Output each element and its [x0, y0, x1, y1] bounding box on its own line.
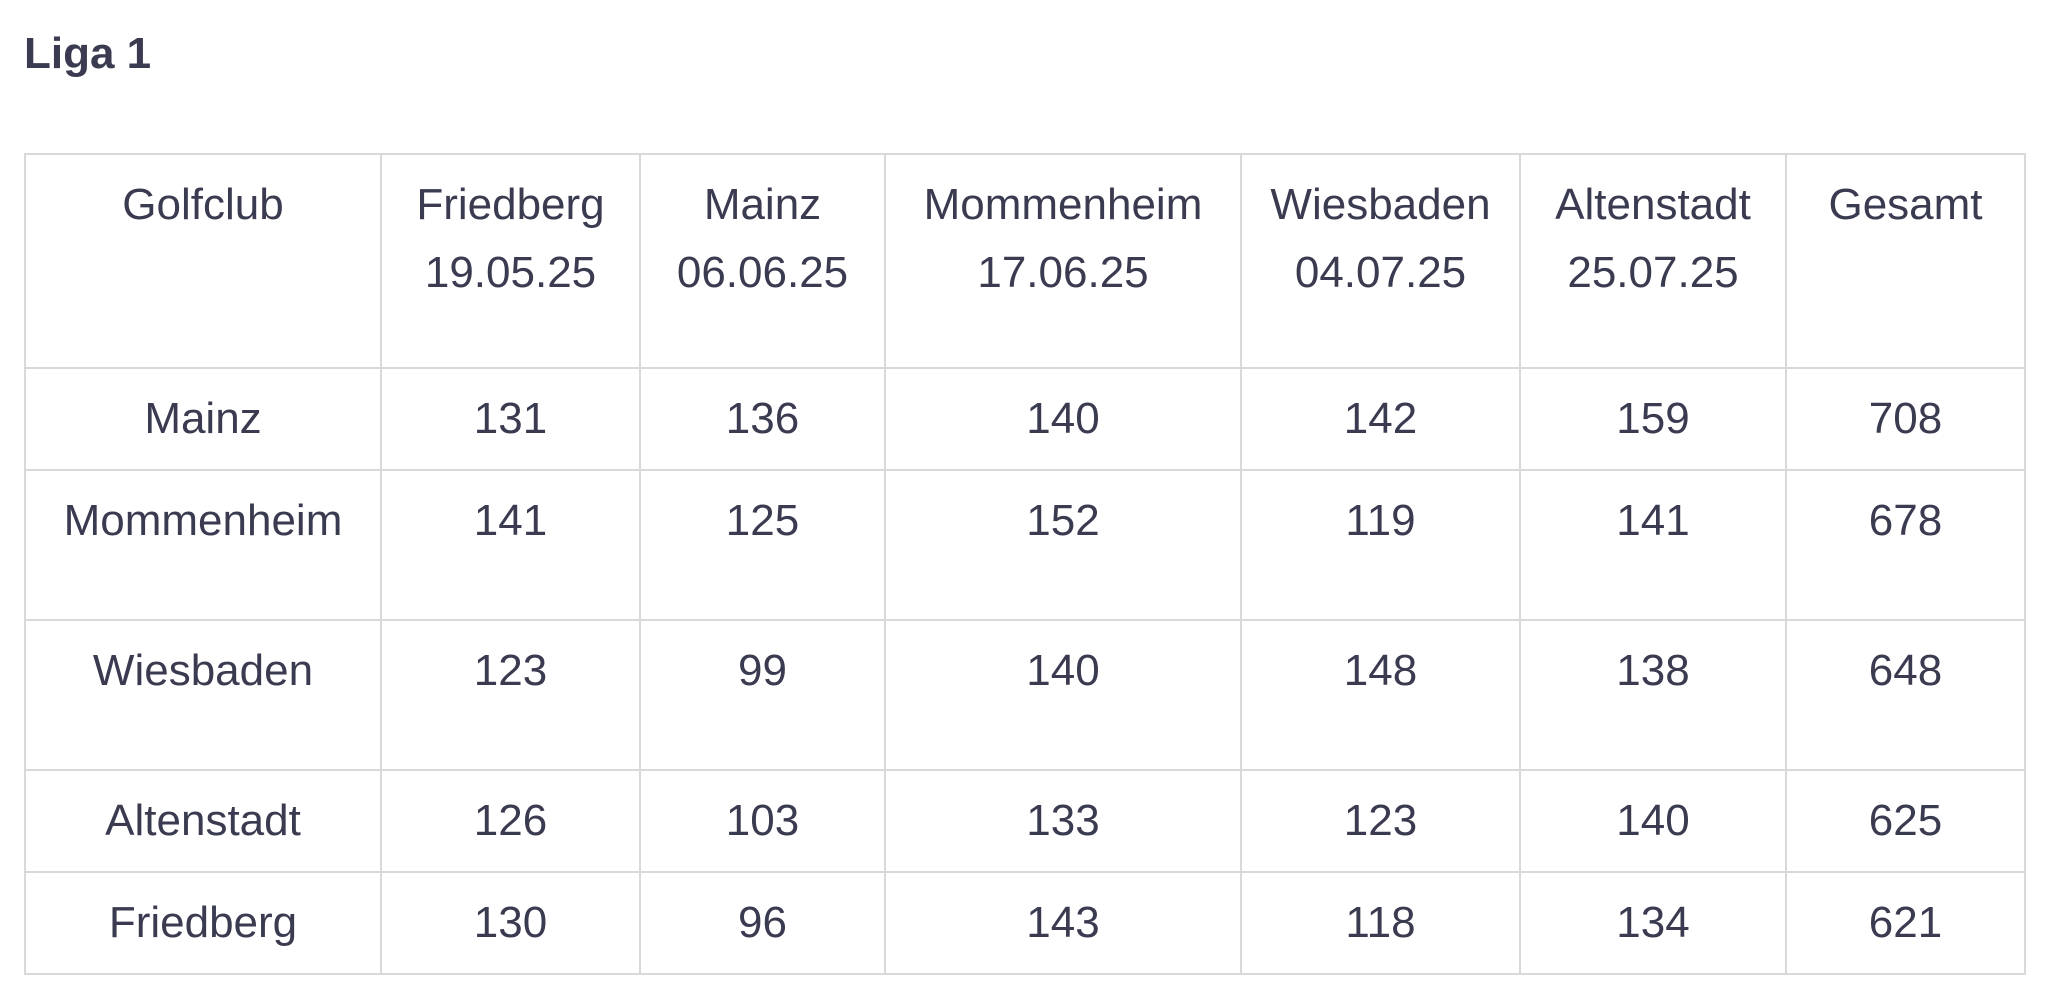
score-cell: 152 — [884, 469, 1242, 621]
score-cell: 140 — [1519, 769, 1787, 873]
score-cell: 143 — [884, 871, 1242, 975]
table-row: Wiesbaden 123 99 140 148 138 648 — [24, 619, 2026, 771]
column-header-date: 25.07.25 — [1567, 248, 1739, 297]
column-header-wiesbaden: Wiesbaden 04.07.25 — [1240, 153, 1521, 369]
score-cell: 125 — [639, 469, 886, 621]
score-cell: 141 — [380, 469, 641, 621]
total-cell: 678 — [1785, 469, 2026, 621]
column-header-golfclub: Golfclub — [24, 153, 382, 369]
score-cell: 123 — [380, 619, 641, 771]
score-cell: 140 — [884, 619, 1242, 771]
table-header-row: Golfclub Friedberg 19.05.25 Mainz 06.06.… — [24, 153, 2026, 369]
score-cell: 142 — [1240, 367, 1521, 471]
score-cell: 119 — [1240, 469, 1521, 621]
column-header-label: Mainz — [703, 180, 822, 229]
column-header-date: 04.07.25 — [1294, 248, 1467, 297]
table-row: Mainz 131 136 140 142 159 708 — [24, 367, 2026, 471]
score-cell: 131 — [380, 367, 641, 471]
score-cell: 126 — [380, 769, 641, 873]
score-cell: 136 — [639, 367, 886, 471]
column-header-mommenheim: Mommenheim 17.06.25 — [884, 153, 1242, 369]
column-header-gesamt: Gesamt — [1785, 153, 2026, 369]
column-header-label: Friedberg — [416, 180, 605, 229]
table-row: Mommenheim 141 125 152 119 141 678 — [24, 469, 2026, 621]
column-header-label: Altenstadt — [1555, 180, 1751, 229]
score-cell: 118 — [1240, 871, 1521, 975]
table-row: Altenstadt 126 103 133 123 140 625 — [24, 769, 2026, 873]
club-cell: Mommenheim — [24, 469, 382, 621]
column-header-label: Golfclub — [122, 180, 284, 229]
column-header-label: Mommenheim — [923, 180, 1203, 229]
league-results-table: Golfclub Friedberg 19.05.25 Mainz 06.06.… — [24, 153, 2026, 975]
total-cell: 648 — [1785, 619, 2026, 771]
column-header-date: 06.06.25 — [676, 248, 849, 297]
score-cell: 148 — [1240, 619, 1521, 771]
page-title: Liga 1 — [24, 29, 152, 78]
column-header-altenstadt: Altenstadt 25.07.25 — [1519, 153, 1787, 369]
score-cell: 159 — [1519, 367, 1787, 471]
score-cell: 140 — [884, 367, 1242, 471]
column-header-date: 19.05.25 — [424, 248, 597, 297]
score-cell: 123 — [1240, 769, 1521, 873]
column-header-label: Wiesbaden — [1270, 180, 1491, 229]
score-cell: 96 — [639, 871, 886, 975]
score-cell: 99 — [639, 619, 886, 771]
column-header-mainz: Mainz 06.06.25 — [639, 153, 886, 369]
table-row: Friedberg 130 96 143 118 134 621 — [24, 871, 2026, 975]
club-cell: Wiesbaden — [24, 619, 382, 771]
score-cell: 103 — [639, 769, 886, 873]
club-cell: Mainz — [24, 367, 382, 471]
score-cell: 141 — [1519, 469, 1787, 621]
total-cell: 708 — [1785, 367, 2026, 471]
total-cell: 621 — [1785, 871, 2026, 975]
score-cell: 134 — [1519, 871, 1787, 975]
score-cell: 138 — [1519, 619, 1787, 771]
column-header-label: Gesamt — [1828, 180, 1983, 229]
score-cell: 130 — [380, 871, 641, 975]
column-header-date: 17.06.25 — [977, 248, 1149, 297]
column-header-friedberg: Friedberg 19.05.25 — [380, 153, 641, 369]
club-cell: Friedberg — [24, 871, 382, 975]
score-cell: 133 — [884, 769, 1242, 873]
club-cell: Altenstadt — [24, 769, 382, 873]
total-cell: 625 — [1785, 769, 2026, 873]
